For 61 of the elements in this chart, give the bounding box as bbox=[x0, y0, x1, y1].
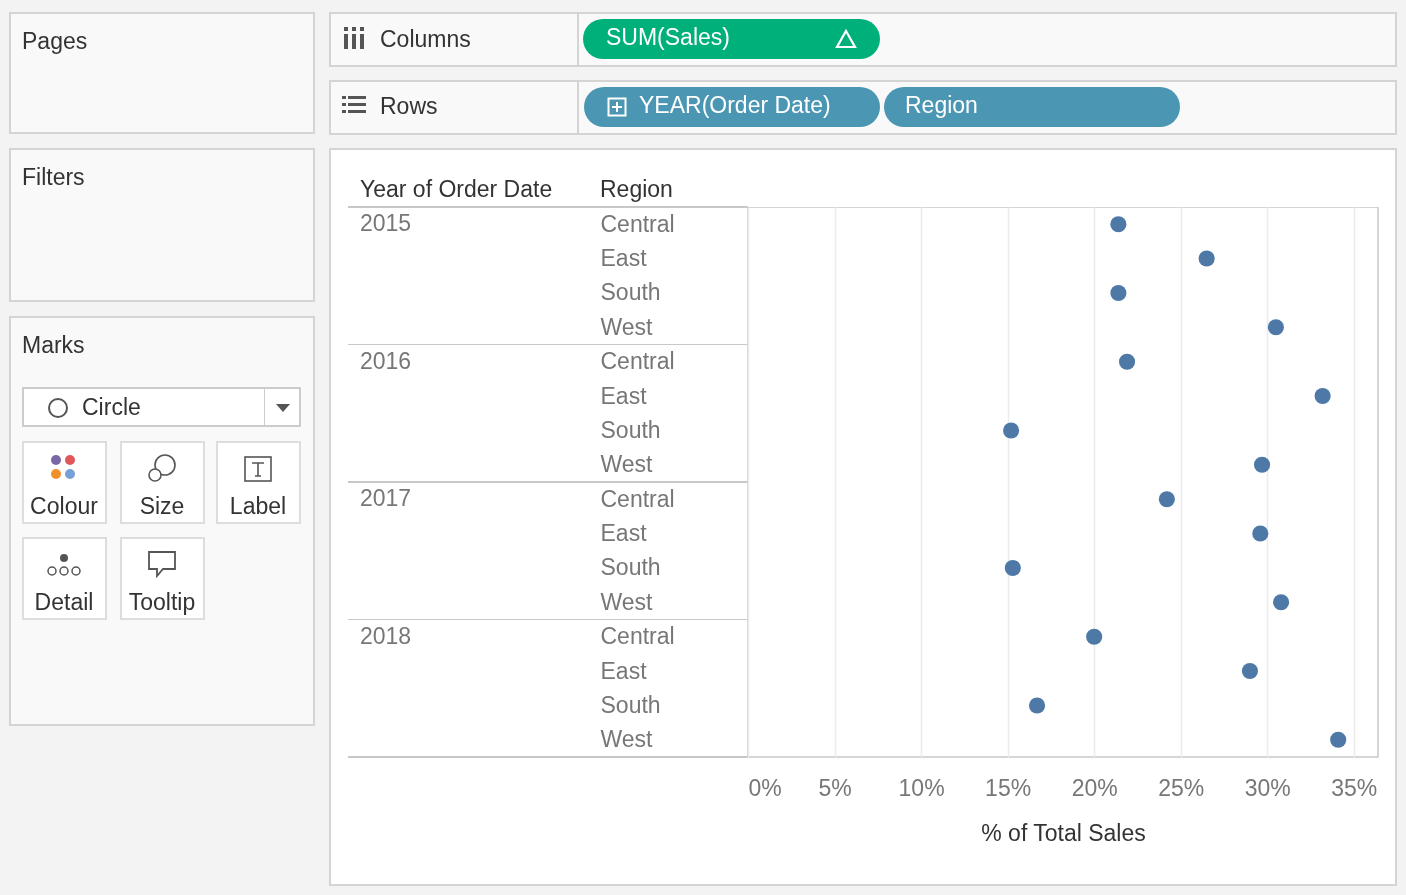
y-tick-label: East bbox=[600, 657, 648, 684]
text: Pages bbox=[22, 28, 88, 54]
y-tick-label: South bbox=[600, 279, 661, 306]
point bbox=[1198, 250, 1215, 267]
text: Year of Order Date bbox=[360, 176, 553, 202]
point bbox=[1330, 731, 1347, 748]
point bbox=[1110, 216, 1127, 233]
text: SUM(Sales) bbox=[606, 24, 730, 50]
y-tick-label: Central bbox=[600, 210, 675, 237]
y-tick-label: South bbox=[600, 691, 661, 718]
x-tick-label: 10% bbox=[898, 774, 945, 801]
point bbox=[1118, 353, 1136, 370]
text: Region bbox=[600, 176, 673, 202]
y-tick-label: East bbox=[600, 520, 648, 547]
point bbox=[1253, 456, 1271, 473]
text: 2015 bbox=[360, 210, 412, 237]
text: Region bbox=[905, 92, 978, 118]
x-tick-label: 20% bbox=[1071, 774, 1118, 801]
y-tick-label: West bbox=[600, 588, 654, 615]
text: Filters bbox=[22, 164, 85, 190]
text: Size bbox=[139, 493, 185, 519]
y-tick-label: West bbox=[600, 451, 654, 478]
x-tick-label: 5% bbox=[818, 774, 852, 801]
x-axis-title: % of Total Sales bbox=[981, 819, 1146, 846]
text: 2017 bbox=[360, 485, 412, 512]
text: 2016 bbox=[360, 347, 412, 374]
x-tick-label: 15% bbox=[985, 774, 1032, 801]
y-tick-label: East bbox=[600, 382, 648, 409]
y-tick-label: Central bbox=[600, 348, 675, 375]
y-tick-label: West bbox=[600, 313, 654, 340]
y-tick-label: Central bbox=[600, 623, 675, 650]
text: Label bbox=[229, 493, 287, 519]
text: Marks bbox=[22, 332, 85, 358]
y-tick-label: South bbox=[600, 416, 661, 443]
point bbox=[1273, 594, 1290, 611]
text: 2018 bbox=[360, 622, 412, 649]
point bbox=[1003, 422, 1020, 439]
point bbox=[1252, 525, 1269, 542]
x-tick-label: 0% bbox=[748, 774, 782, 801]
text: Tooltip bbox=[128, 589, 196, 615]
point bbox=[1241, 663, 1258, 680]
y-tick-label: South bbox=[600, 554, 661, 581]
point bbox=[1028, 697, 1046, 714]
x-tick-label: 35% bbox=[1331, 774, 1378, 801]
point bbox=[1086, 628, 1103, 645]
text: Columns bbox=[380, 26, 471, 52]
x-tick-label: 30% bbox=[1244, 774, 1291, 801]
text: Rows bbox=[380, 93, 438, 119]
text: YEAR(Order Date) bbox=[639, 92, 831, 118]
point bbox=[1004, 559, 1021, 576]
x-tick-label: 25% bbox=[1158, 774, 1205, 801]
point bbox=[1110, 284, 1127, 301]
y-tick-label: Central bbox=[600, 485, 675, 512]
y-tick-label: East bbox=[600, 245, 648, 272]
point bbox=[1314, 388, 1331, 405]
text: Colour bbox=[30, 493, 98, 519]
point bbox=[1158, 491, 1175, 508]
text: Circle bbox=[82, 394, 141, 420]
text: Detail bbox=[34, 589, 94, 615]
point bbox=[1267, 319, 1284, 336]
y-tick-label: West bbox=[600, 726, 654, 753]
